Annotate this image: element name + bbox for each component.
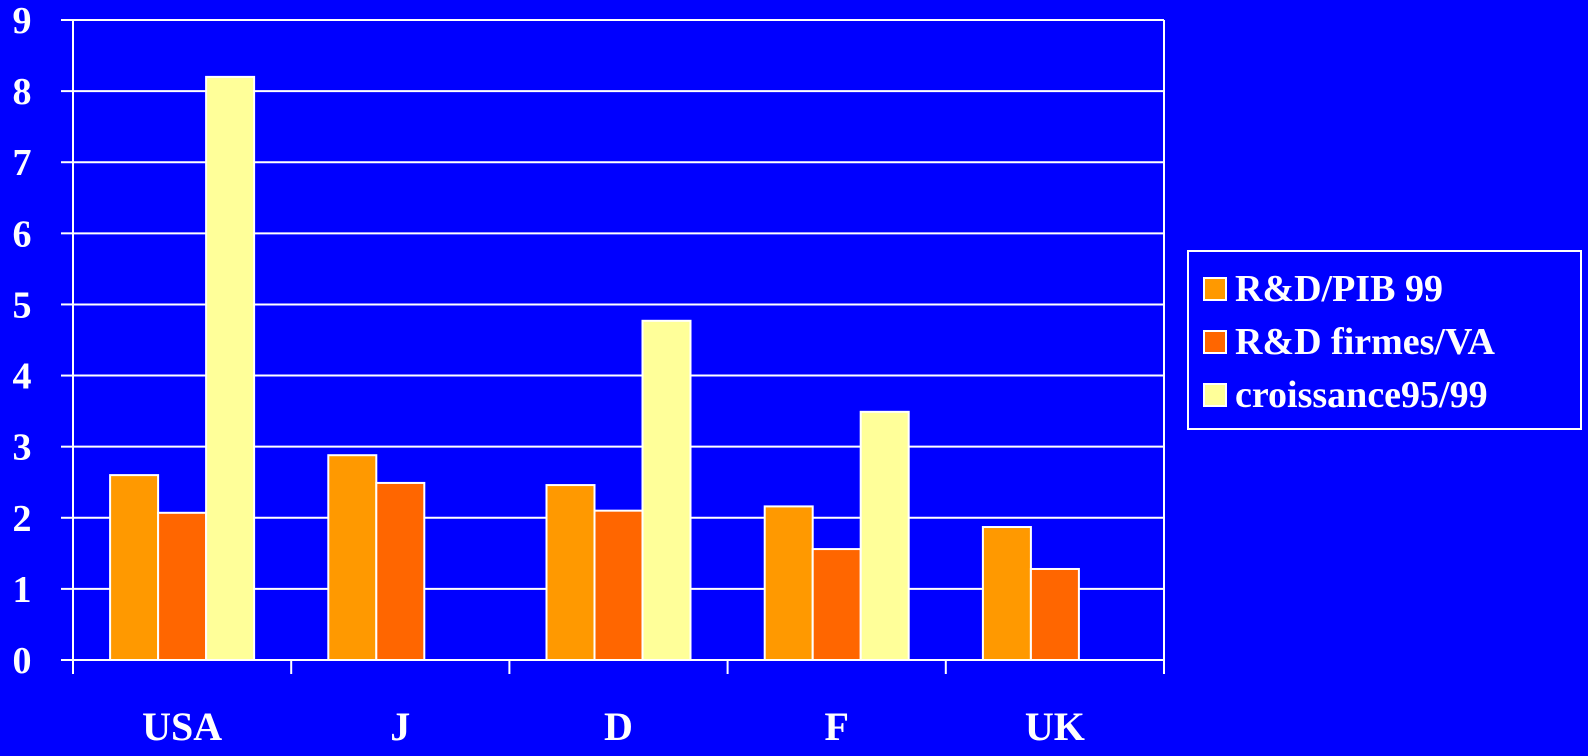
bar-f-series-2 bbox=[859, 410, 910, 662]
axes bbox=[61, 19, 1165, 674]
legend-item-croissance: croissance95/99 bbox=[1203, 368, 1580, 421]
bar-uk-series-0 bbox=[981, 526, 1032, 661]
bar-j-series-1 bbox=[375, 481, 426, 661]
bar-usa-series-1 bbox=[157, 511, 208, 661]
legend-swatch-rd-firmes bbox=[1203, 329, 1227, 354]
bar-usa-series-2 bbox=[205, 75, 256, 661]
y-tick-label: 1 bbox=[13, 569, 32, 611]
legend-label-rd-pib: R&D/PIB 99 bbox=[1235, 267, 1443, 310]
y-tick-label: 5 bbox=[13, 284, 32, 326]
x-tick-label-uk: UK bbox=[1025, 704, 1085, 749]
y-tick-label: 0 bbox=[13, 640, 32, 682]
x-tick-label-j: J bbox=[390, 704, 410, 749]
legend: R&D/PIB 99 R&D firmes/VA croissance95/99 bbox=[1187, 250, 1582, 430]
legend-swatch-rd-pib bbox=[1203, 276, 1227, 301]
y-tick-label: 7 bbox=[13, 142, 32, 184]
bar-j-series-0 bbox=[327, 454, 378, 662]
legend-item-rd-pib: R&D/PIB 99 bbox=[1203, 262, 1580, 315]
bar-usa-series-0 bbox=[109, 474, 160, 661]
bar-f-series-1 bbox=[811, 548, 862, 661]
y-tick-label: 9 bbox=[13, 0, 32, 42]
x-tick-label-usa: USA bbox=[142, 704, 222, 749]
bars bbox=[109, 75, 1080, 662]
legend-swatch-croissance bbox=[1203, 382, 1227, 407]
y-tick-label: 4 bbox=[13, 356, 32, 398]
legend-label-croissance: croissance95/99 bbox=[1235, 373, 1488, 416]
x-tick-labels: USA J D F UK bbox=[142, 704, 1085, 749]
y-tick-labels: 0 1 2 3 4 5 6 7 8 9 bbox=[13, 0, 32, 682]
bar-d-series-2 bbox=[641, 319, 692, 661]
y-tick-label: 2 bbox=[13, 498, 32, 540]
x-tick-label-f: F bbox=[824, 704, 848, 749]
bar-d-series-1 bbox=[593, 509, 644, 661]
bar-d-series-0 bbox=[545, 484, 596, 662]
y-tick-label: 6 bbox=[13, 213, 32, 255]
y-tick-label: 8 bbox=[13, 71, 32, 113]
bar-uk-series-1 bbox=[1029, 567, 1080, 662]
legend-label-rd-firmes: R&D firmes/VA bbox=[1235, 320, 1495, 363]
bar-f-series-0 bbox=[763, 505, 814, 661]
legend-item-rd-firmes: R&D firmes/VA bbox=[1203, 315, 1580, 368]
x-tick-label-d: D bbox=[604, 704, 633, 749]
y-tick-label: 3 bbox=[13, 427, 32, 469]
